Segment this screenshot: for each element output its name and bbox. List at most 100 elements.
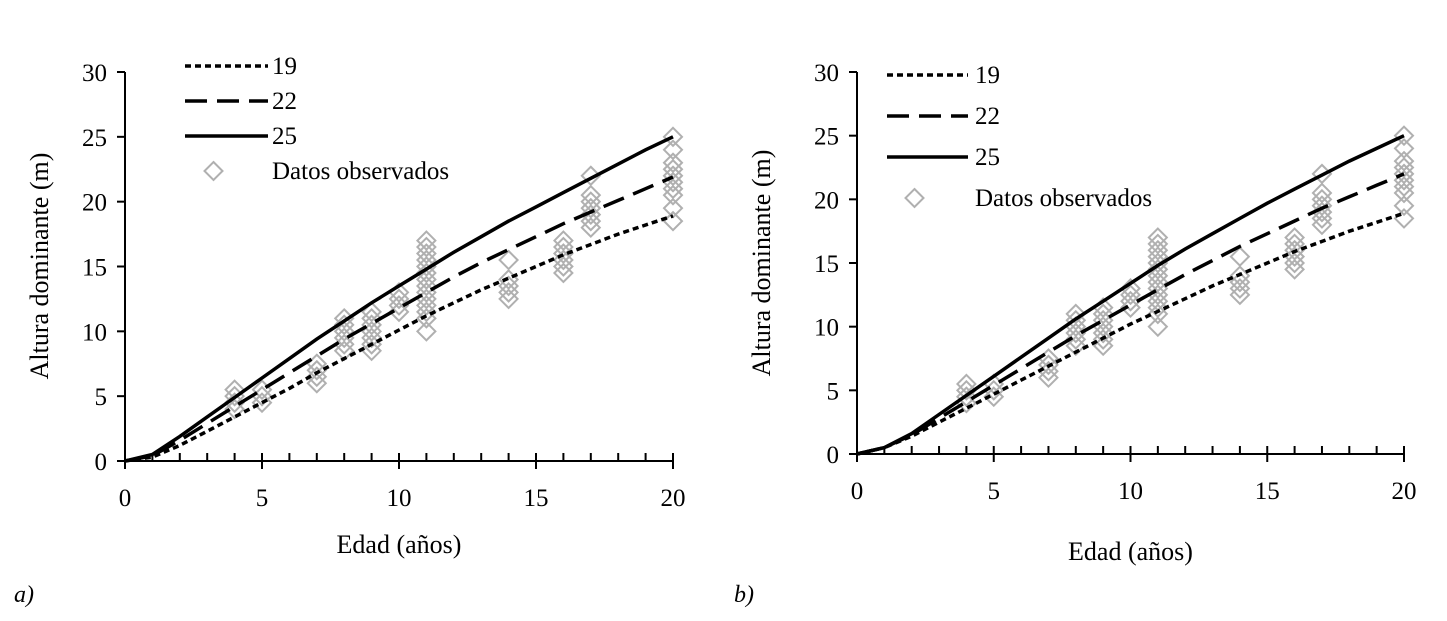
observed-data-point [1147,227,1169,248]
y-tick-label: 5 [827,378,840,405]
y-axis-title: Altura dominante (m) [25,153,54,380]
y-tick-label: 20 [82,190,107,217]
legend-label: Datos observados [975,185,1152,212]
panel-label: b) [734,582,754,608]
observed-data-point [1229,278,1251,299]
observed-data-point [1065,303,1087,325]
y-tick-label: 15 [82,255,107,282]
x-tick-label: 15 [1255,478,1280,505]
observed-data-point [1092,303,1114,325]
observed-data-point [498,249,520,271]
observed-data-point [415,282,437,303]
chart-panel-b: 0 5 10 15 20 25 30 0 5 10 15 20 Edad (años) Altura do… [734,60,1417,608]
observed-data-point [1229,246,1251,268]
legend-label: Datos observados [272,158,449,185]
legend-marker-observed [203,160,224,182]
observed-data-point [1229,284,1251,306]
x-axis-title: Edad (años) [1068,537,1193,566]
series-line-25 [124,135,674,463]
x-tick-label: 20 [1392,478,1417,505]
observed-data-point [1393,208,1415,229]
observed-data-point [1284,258,1306,280]
x-tick-label: 5 [988,478,1001,505]
observed-data-point [552,256,574,277]
observed-data-point [662,126,684,148]
y-tick-label: 0 [827,442,840,469]
series-line-22 [856,172,1405,456]
legend-label: 25 [272,123,297,150]
observed-data-point [1284,227,1306,248]
legend-marker-observed [904,187,925,209]
observed-data-point [1393,163,1415,185]
x-tick-label: 15 [524,485,549,512]
observed-data-point [662,165,684,187]
observed-data-point [415,275,437,297]
observed-data-point [1147,239,1169,261]
observed-data-point [1393,176,1415,198]
observed-data-point [415,320,437,342]
observed-data-point [1311,214,1333,236]
x-tick-label: 0 [851,478,864,505]
observed-data-point [580,191,602,213]
observed-data-point [415,288,437,310]
observed-data-point [552,262,574,284]
observed-data-point [955,373,977,395]
observed-data-point [1092,309,1114,331]
series-line-22 [124,175,674,463]
observed-data-point [662,139,684,161]
y-tick-label: 25 [814,124,839,151]
y-tick-label: 0 [95,449,108,476]
observed-data-point [361,320,383,342]
observed-data-point [580,165,602,187]
observed-data-point [580,217,602,239]
x-tick-label: 10 [387,485,412,512]
observed-data-point [498,282,520,303]
chart-panel-a: 0 5 10 15 20 25 30 0 5 10 15 20 Edad (años) Altura do… [14,53,686,608]
observed-data-point [662,184,684,206]
x-tick-label: 10 [1118,478,1143,505]
observed-data-point [662,210,684,232]
y-tick-label: 30 [82,60,107,87]
panel-label: a) [14,582,34,608]
observed-data-point [1393,125,1415,147]
observed-data-point [1393,195,1415,217]
legend-label: 22 [975,103,1000,130]
y-tick-label: 5 [95,384,108,411]
observed-data-point [1284,252,1306,274]
observed-data-point [662,158,684,180]
x-tick-label: 20 [661,485,686,512]
observed-data-point [552,230,574,251]
observed-data-point [1311,182,1333,204]
legend-label: 19 [975,62,1000,89]
observed-data-point [580,184,602,206]
observed-data-point [1147,271,1169,293]
legend-label: 22 [272,88,297,115]
legend-label: 19 [272,53,297,80]
observed-data-point [1393,182,1415,204]
observed-data-point [1147,316,1169,338]
y-tick-label: 30 [814,60,839,87]
x-axis-title: Edad (años) [337,530,462,559]
observed-data-point [1229,265,1251,287]
series-line-19 [124,214,674,463]
y-axis-title: Altura dominante (m) [747,150,776,377]
series-line-19 [856,211,1405,456]
x-tick-label: 5 [256,485,269,512]
observed-data-point [1393,150,1415,172]
observed-data-point [662,152,684,174]
observed-data-point [306,353,328,375]
observed-data-point [662,178,684,200]
observed-data-point [1393,157,1415,178]
x-tick-label: 0 [119,485,132,512]
legend-label: 25 [975,144,1000,171]
y-tick-label: 25 [82,125,107,152]
y-tick-label: 15 [814,251,839,278]
observed-data-point [662,197,684,219]
y-tick-label: 20 [814,187,839,214]
y-tick-label: 10 [814,315,839,342]
observed-data-point [1393,137,1415,159]
observed-data-point [1311,188,1333,210]
series-line-25 [856,134,1405,456]
observed-data-point [415,243,437,264]
